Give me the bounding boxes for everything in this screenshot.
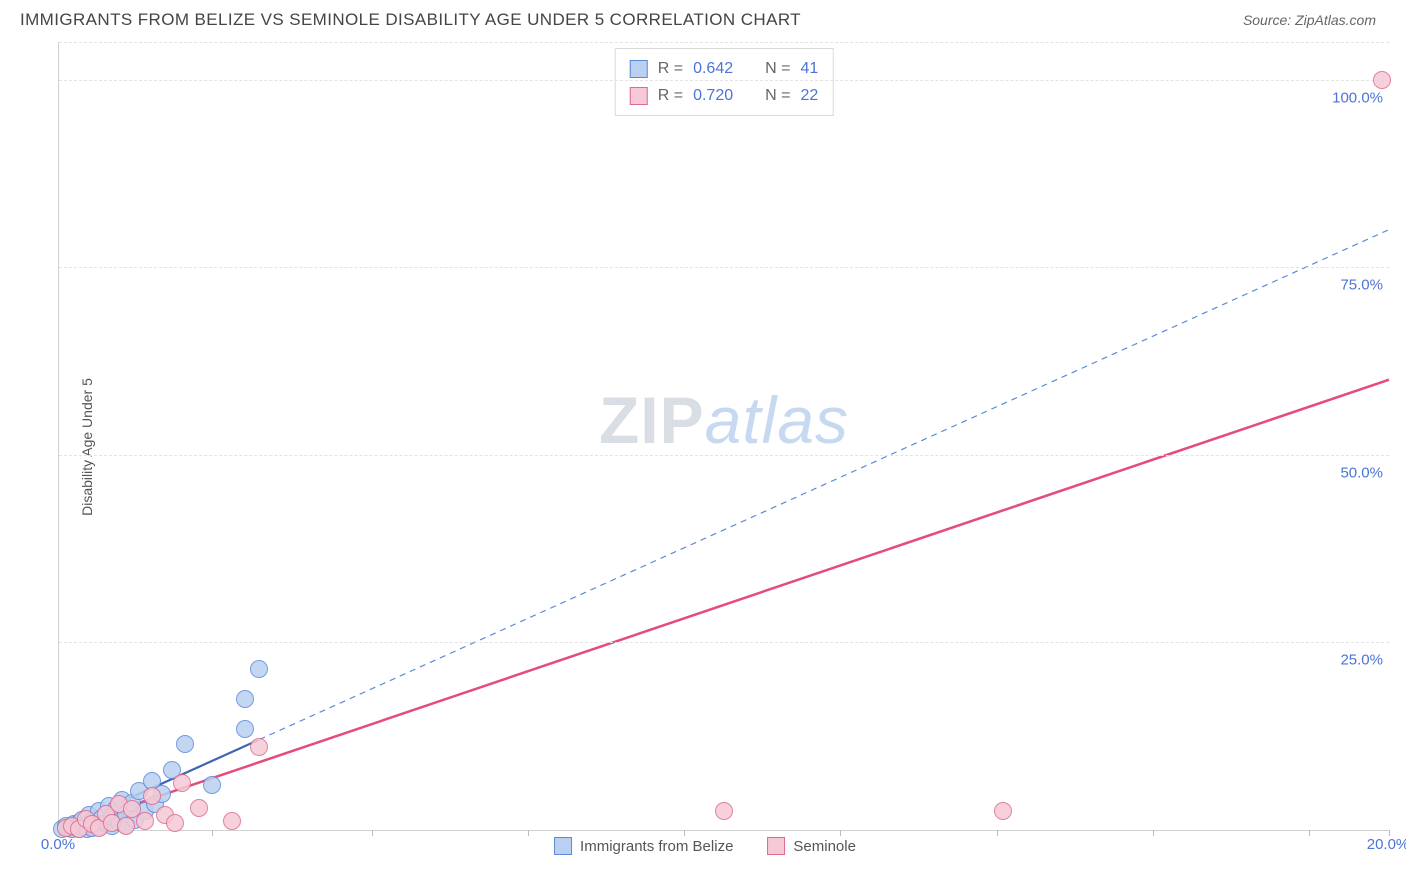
trend-lines-layer: [59, 42, 1389, 830]
legend-swatch: [554, 837, 572, 855]
n-value: 41: [800, 55, 818, 82]
chart-header: IMMIGRANTS FROM BELIZE VS SEMINOLE DISAB…: [0, 0, 1406, 38]
chart-area: Disability Age Under 5 ZIPatlas R =0.642…: [20, 42, 1390, 852]
gridline: [59, 267, 1389, 268]
n-value: 22: [800, 82, 818, 109]
data-point: [203, 776, 221, 794]
gridline: [59, 80, 1389, 81]
legend-label: Seminole: [793, 838, 856, 855]
data-point: [166, 814, 184, 832]
x-tick: [1309, 830, 1310, 836]
gridline: [59, 42, 1389, 43]
data-point: [236, 690, 254, 708]
data-point: [715, 802, 733, 820]
gridline: [59, 642, 1389, 643]
n-label: N =: [765, 55, 790, 82]
data-point: [250, 660, 268, 678]
legend-item: Immigrants from Belize: [554, 837, 733, 855]
legend-swatch: [630, 60, 648, 78]
r-value: 0.720: [693, 82, 733, 109]
data-point: [236, 720, 254, 738]
series-legend: Immigrants from Belize Seminole: [554, 836, 856, 856]
gridline: [59, 455, 1389, 456]
y-tick-label: 25.0%: [1340, 652, 1383, 669]
r-value: 0.642: [693, 55, 733, 82]
source-label: Source:: [1243, 12, 1295, 28]
x-tick: [372, 830, 373, 836]
x-tick: [528, 830, 529, 836]
data-point: [136, 812, 154, 830]
x-tick: [212, 830, 213, 836]
legend-row: R = 0.642 N = 41: [630, 55, 819, 82]
data-point: [190, 799, 208, 817]
x-tick-label: 20.0%: [1367, 836, 1406, 853]
x-tick: [997, 830, 998, 836]
source-attribution: Source: ZipAtlas.com: [1243, 12, 1376, 28]
data-point: [1373, 71, 1391, 89]
plot-region: ZIPatlas R =0.642N =41R =0.720N =22 25.0…: [58, 42, 1389, 831]
legend-swatch: [767, 837, 785, 855]
y-tick-label: 75.0%: [1340, 277, 1383, 294]
data-point: [173, 774, 191, 792]
n-label: N =: [765, 82, 790, 109]
y-tick-label: 50.0%: [1340, 464, 1383, 481]
source-value: ZipAtlas.com: [1295, 12, 1376, 28]
x-tick: [1153, 830, 1154, 836]
correlation-legend: R = 0.642 N = 41 R = 0.720 N = 22: [615, 48, 834, 116]
legend-swatch: [630, 87, 648, 105]
data-point: [223, 812, 241, 830]
r-label: R =: [658, 55, 683, 82]
legend-row: R = 0.720 N = 22: [630, 82, 819, 109]
data-point: [117, 817, 135, 835]
data-point: [250, 738, 268, 756]
y-tick-label: 100.0%: [1332, 89, 1383, 106]
data-point: [143, 787, 161, 805]
r-label: R =: [658, 82, 683, 109]
trend-line: [59, 380, 1389, 830]
data-point: [176, 735, 194, 753]
legend-item: Seminole: [767, 837, 856, 855]
chart-title: IMMIGRANTS FROM BELIZE VS SEMINOLE DISAB…: [20, 10, 801, 30]
legend-label: Immigrants from Belize: [580, 838, 733, 855]
data-point: [994, 802, 1012, 820]
x-tick-label: 0.0%: [41, 836, 75, 853]
